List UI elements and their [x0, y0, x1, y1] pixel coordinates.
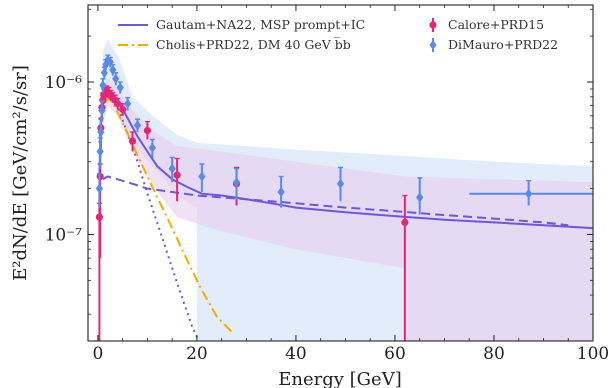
data-point-0-13 [119, 105, 127, 114]
data-point-1-5 [100, 67, 108, 78]
x-tick-label-0: 0 [92, 344, 103, 364]
data-point-1-2 [97, 126, 105, 138]
data-point-1-14 [148, 142, 156, 153]
series-line-1 [102, 175, 569, 227]
x-tick-label-3: 60 [384, 344, 406, 364]
data-point-1-20 [416, 192, 424, 203]
series-line-3 [99, 97, 233, 333]
x-tick-label-5: 100 [577, 344, 609, 364]
legend-label-1: Cholis+PRD22, DM 40 GeV b̅b [156, 36, 351, 52]
data-point-0-15 [143, 126, 152, 135]
x-tick-label-2: 40 [285, 344, 307, 364]
legend: Gautam+NA22, MSP prompt+IC Cholis+PRD22, … [118, 17, 558, 52]
data-point-1-11 [116, 82, 124, 93]
data-point-0-14 [128, 137, 137, 145]
data-point-1-21 [525, 188, 533, 199]
data-point-1-0 [95, 183, 103, 194]
data-point-1-16 [198, 171, 206, 182]
data-point-1-10 [112, 73, 120, 84]
x-tick-label-1: 20 [186, 344, 208, 364]
legend-label-0: Gautam+NA22, MSP prompt+IC [156, 17, 365, 32]
data-point-1-4 [99, 80, 107, 91]
plot-frame [87, 4, 594, 342]
legend-label-points-1: DiMauro+PRD22 [448, 37, 558, 52]
data-point-1-3 [98, 105, 106, 116]
x-tick-label-4: 80 [483, 344, 505, 364]
y-axis-label: E²dN/dE [GeV/cm²/s/sr] [10, 65, 31, 281]
y-tick-label-1: 10⁻⁶ [45, 73, 83, 93]
data-point-1-17 [232, 177, 241, 188]
legend-marker-1 [429, 39, 437, 51]
band-1 [99, 78, 593, 341]
legend-label-points-0: Calore+PRD15 [448, 17, 544, 32]
points-layer [95, 54, 593, 341]
ticks-layer: 0 20 40 60 80 100 10⁻⁷ 10⁻⁶ [45, 5, 609, 364]
data-point-1-12 [124, 98, 132, 109]
data-point-1-18 [277, 186, 285, 197]
x-axis-label: Energy [GeV] [278, 369, 401, 388]
data-point-0-18 [401, 218, 409, 226]
data-point-1-13 [133, 120, 142, 131]
bands-layer [99, 39, 593, 341]
legend-marker-0 [429, 21, 437, 29]
data-point-0-16 [173, 171, 181, 179]
data-point-1-19 [336, 178, 345, 189]
data-point-1-1 [96, 146, 104, 157]
y-tick-label-0: 10⁻⁷ [45, 225, 83, 245]
data-point-1-15 [168, 163, 176, 174]
data-point-0-12 [114, 100, 122, 108]
